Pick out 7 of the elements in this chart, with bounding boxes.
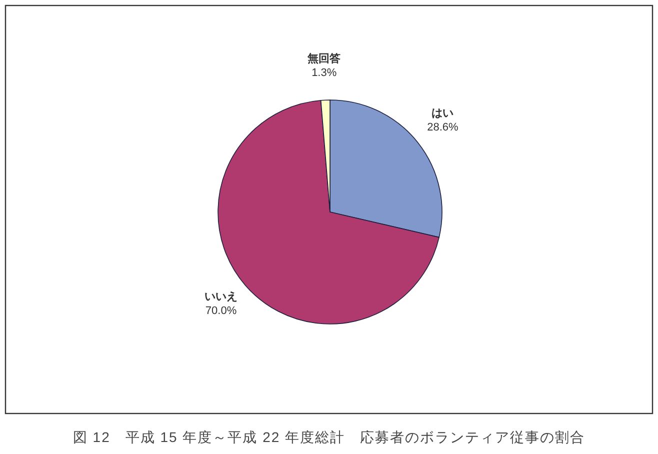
slice-label: 無回答: [306, 52, 342, 66]
data-label: 1.3%: [312, 67, 337, 80]
slice-label: はい: [432, 107, 454, 120]
data-label: 28.6%: [427, 121, 459, 134]
caption: 図 12 平成 15 年度～平成 22 年度総計 応募者のボランティア従事の割合: [72, 429, 586, 445]
data-label: 70.0%: [205, 305, 237, 318]
slice-label: いいえ: [204, 291, 238, 304]
